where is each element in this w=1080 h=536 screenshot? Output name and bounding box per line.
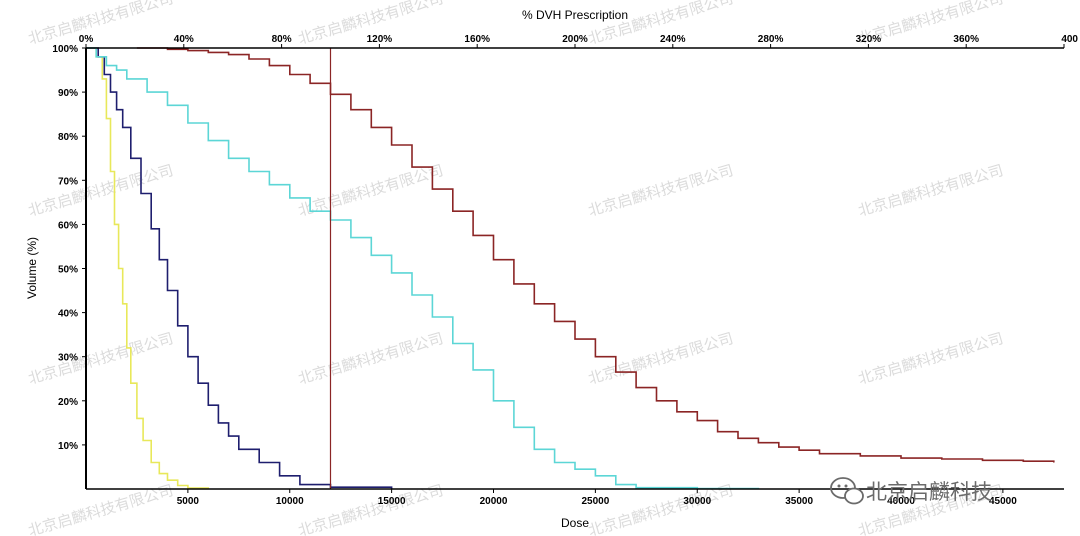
x-tick-label: 15000 (378, 496, 406, 507)
x-tick-label: 25000 (581, 496, 609, 507)
axes: 5000 10000 15000 20000 25000 30000 35000 40000 4… (52, 34, 1078, 507)
top-tick-label: 40% (174, 34, 194, 45)
top-tick-label: 80% (272, 34, 292, 45)
watermark-text: 北京启麟科技有限公司 (856, 329, 1005, 388)
series-group (86, 47, 1055, 490)
y-tick-label: 50% (58, 265, 78, 276)
top-tick-label: 280% (758, 34, 784, 45)
watermark-text: 北京启麟科技有限公司 (856, 161, 1005, 220)
x-tick-label: 20000 (480, 496, 508, 507)
top-tick-label: 160% (464, 34, 490, 45)
top-tick-label: 200% (562, 34, 588, 45)
series-line (86, 47, 210, 489)
x-tick-label: 30000 (683, 496, 711, 507)
y-tick-label: 90% (58, 88, 78, 99)
watermark-text: 北京启麟科技有限公司 (26, 161, 175, 220)
x-tick-label: 45000 (989, 496, 1017, 507)
watermark-text: 北京启麟科技有限公司 (296, 329, 445, 388)
x-tick-label: 35000 (785, 496, 813, 507)
watermark-text: 北京启麟科技有限公司 (26, 0, 175, 48)
wechat-eye (844, 484, 848, 488)
watermark-text: 北京启麟科技有限公司 (586, 161, 735, 220)
top-tick-label: 320% (856, 34, 882, 45)
x-tick-label: 10000 (276, 496, 304, 507)
series-line (136, 47, 1055, 463)
top-axis-title: % DVH Prescription (522, 8, 628, 22)
watermark-layer: 北京启麟科技有限公司 北京启麟科技有限公司 北京启麟科技有限公司 北京启麟科技有限公司… (26, 0, 1005, 536)
brand-watermark: 北京启麟科技 (830, 477, 992, 505)
y-tick-label: 40% (58, 309, 78, 320)
x-tick-label: 40000 (887, 496, 915, 507)
x-tick-label: 5000 (177, 496, 200, 507)
x-axis-title: Dose (561, 516, 589, 530)
top-tick-label: 360% (953, 34, 979, 45)
series-line (86, 47, 760, 490)
wechat-icon (830, 477, 864, 505)
brand-watermark-text: 北京启麟科技 (866, 480, 992, 504)
y-tick-label: 60% (58, 220, 78, 231)
y-axis-title: Volume (%) (25, 237, 39, 299)
y-tick-label: 100% (52, 44, 78, 55)
y-tick-label: 80% (58, 132, 78, 143)
wechat-bubble-small (844, 487, 864, 505)
watermark-text: 北京启麟科技有限公司 (26, 329, 175, 388)
y-tick-label: 10% (58, 441, 78, 452)
watermark-text: 北京启麟科技有限公司 (586, 329, 735, 388)
y-tick-label: 30% (58, 353, 78, 364)
wechat-eye (837, 484, 841, 488)
top-tick-label: 400 (1061, 34, 1078, 45)
series-line (86, 47, 393, 489)
y-tick-label: 70% (58, 176, 78, 187)
top-tick-label: 120% (367, 34, 393, 45)
top-tick-label: 0% (79, 34, 94, 45)
plot-area: 5000 10000 15000 20000 25000 30000 35000 40000 4… (52, 34, 1078, 507)
top-tick-label: 240% (660, 34, 686, 45)
y-tick-label: 20% (58, 397, 78, 408)
